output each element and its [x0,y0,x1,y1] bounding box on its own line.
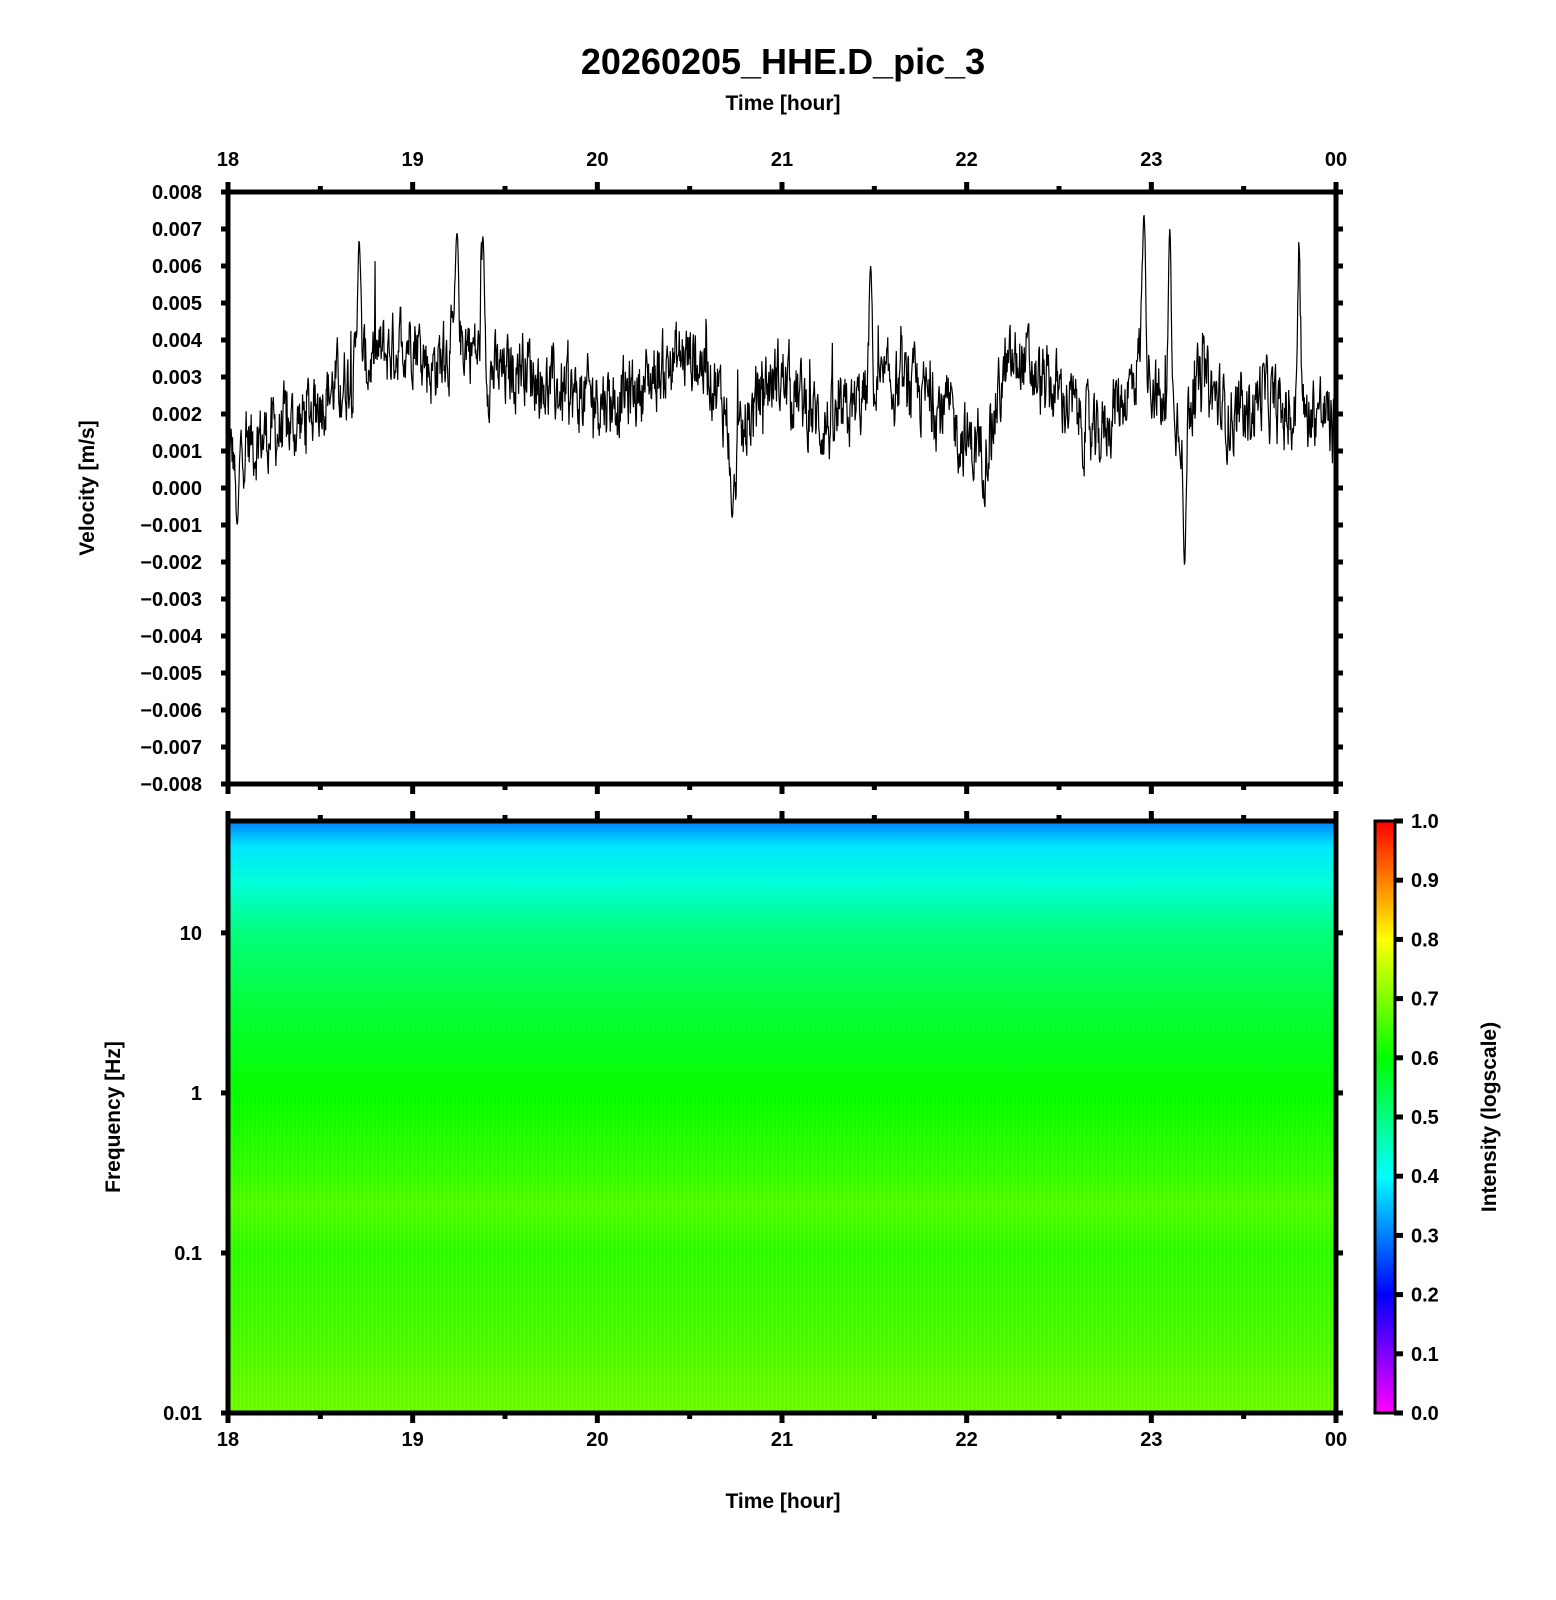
velocity-tick-label: −0.004 [140,626,203,648]
velocity-tick-label: 0.002 [152,404,202,426]
colorbar-tick-label: 0.7 [1411,989,1439,1011]
colorbar-ticks: 1.0 0.9 0.8 0.7 0.6 0.5 0.4 0.3 0.2 0.1 0.0 [1394,811,1440,1425]
colorbar-tick-label: 0.0 [1411,1403,1439,1425]
velocity-tick-label: −0.001 [140,515,202,537]
chart-title: 20260205_HHE.D_pic_3 [581,41,985,82]
bottom-time-tick-label: 22 [956,1429,978,1451]
bottom-time-tick-label: 20 [586,1429,608,1451]
colorbar-label: Intensity (logscale) [1478,1022,1501,1212]
top-time-axis-label: Time [hour] [725,92,840,115]
velocity-axis-label: Velocity [m/s] [76,420,99,555]
waveform-panel: 0.008 0.007 0.006 0.005 0.004 0.003 0.002 0.001… [76,149,1347,796]
velocity-tick-label: 0.000 [152,478,202,500]
velocity-tick-label: 0.004 [152,330,203,352]
colorbar-tick-label: 0.1 [1411,1344,1439,1366]
bottom-time-tick-label: 23 [1140,1429,1162,1451]
waveform-frame [225,189,1339,787]
velocity-tick-label: −0.005 [140,663,202,685]
bottom-time-tick-label: 18 [217,1429,239,1451]
colorbar: 1.0 0.9 0.8 0.7 0.6 0.5 0.4 0.3 0.2 0.1 0.0 Intens… [1373,811,1501,1425]
colorbar-tick-label: 0.2 [1411,1285,1439,1307]
velocity-tick-label: 0.007 [152,219,202,241]
top-time-tick-label: 18 [217,149,239,171]
frequency-tick-label: 1 [191,1083,202,1105]
frequency-tick-label: 0.1 [174,1243,202,1265]
velocity-tick-label: −0.006 [140,700,202,722]
velocity-tick-label: −0.002 [140,552,202,574]
bottom-time-axis-label: Time [hour] [725,1490,840,1513]
colorbar-scale [1375,821,1395,1413]
top-time-tick-label: 22 [956,149,978,171]
frequency-tick-label: 0.01 [163,1403,202,1425]
top-time-tick-label: 21 [771,149,793,171]
velocity-tick-label: 0.005 [152,293,202,315]
velocity-tick-label: −0.008 [140,774,202,796]
bottom-time-tick-label: 21 [771,1429,793,1451]
spectrogram-texture [228,821,1336,1413]
frequency-axis-label: Frequency [Hz] [102,1041,125,1193]
velocity-tick-label: 0.006 [152,256,202,278]
top-time-tick-label: 19 [402,149,424,171]
velocity-tick-label: −0.003 [140,589,202,611]
colorbar-tick-label: 0.3 [1411,1225,1439,1247]
top-time-tick-label: 20 [586,149,608,171]
top-time-tick-label: 23 [1140,149,1162,171]
velocity-tick-label: −0.007 [140,737,202,759]
velocity-tick-label: 0.008 [152,182,202,204]
colorbar-tick-label: 0.8 [1411,929,1439,951]
velocity-tick-label: 0.001 [152,441,202,463]
waveform-background [228,192,1336,784]
frequency-tick-label: 10 [180,923,202,945]
bottom-time-tick-label: 19 [402,1429,424,1451]
colorbar-tick-label: 0.6 [1411,1048,1439,1070]
colorbar-tick-label: 1.0 [1411,811,1439,833]
bottom-time-tick-label: 00 [1325,1429,1347,1451]
waveform-series-line [227,215,1337,565]
colorbar-tick-label: 0.5 [1411,1107,1439,1129]
top-time-tick-label: 00 [1325,149,1347,171]
colorbar-tick-label: 0.4 [1411,1166,1440,1188]
colorbar-tick-label: 0.9 [1411,870,1439,892]
spectrogram-frame [225,818,1339,1416]
velocity-tick-label: 0.003 [152,367,202,389]
